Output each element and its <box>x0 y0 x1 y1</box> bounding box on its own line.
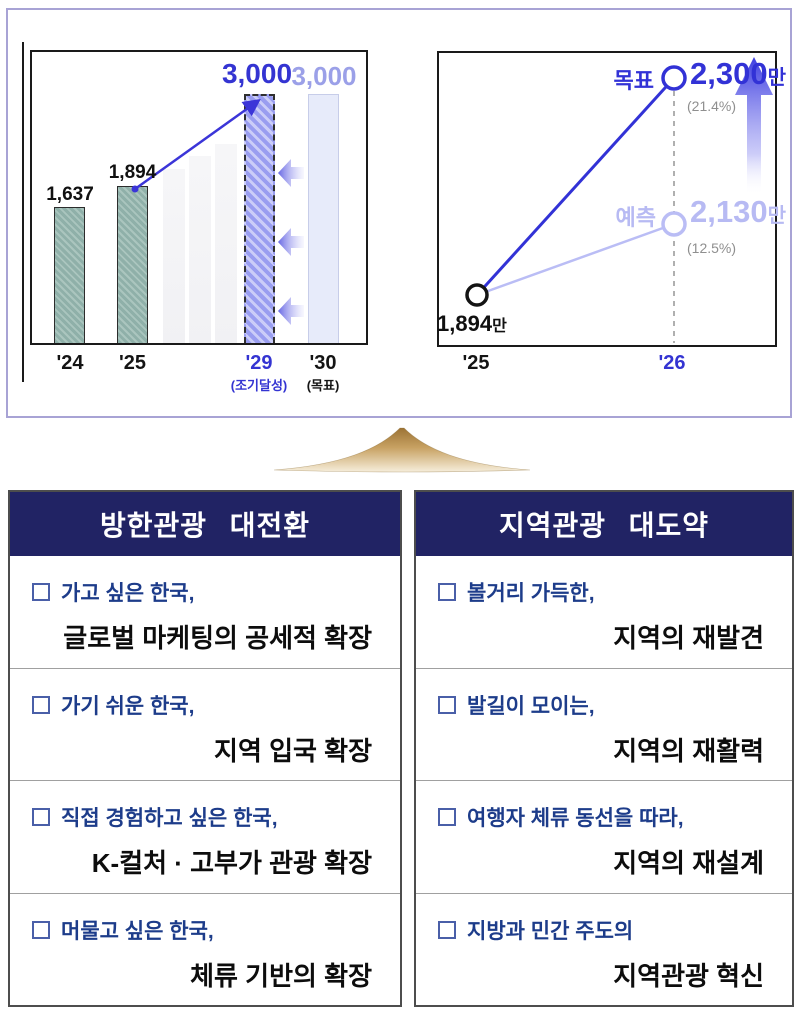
panel-row: 가기 쉬운 한국, 지역 입국 확장 <box>10 667 400 781</box>
row-subtitle: 지역의 재발견 <box>613 623 764 653</box>
bar-value-label-2030: 3,000 <box>291 61 357 91</box>
panel-regional-tourism: 지역관광 대도약 볼거리 가득한, 지역의 재발견 발길이 모이는, 지역의 재… <box>414 490 794 1007</box>
panel-regional-title: 지역관광 대도약 <box>416 492 792 556</box>
line-chart-canvas <box>465 57 773 343</box>
x-label-2025: '25 <box>118 352 146 374</box>
row-subtitle: 지역의 재활력 <box>613 735 764 766</box>
start-value-number: 1,894 <box>437 311 493 336</box>
row-title-text: 발길이 모이는, <box>467 694 595 718</box>
left-axis-line <box>22 42 24 382</box>
checkbox-icon <box>438 920 456 939</box>
panel-inbound-title: 방한관광 대전환 <box>10 492 400 556</box>
bar-value-label-2025: 1,894 <box>108 162 157 183</box>
target-series-label: 목표 <box>613 68 654 93</box>
row-subtitle: K-컬처 · 고부가 관광 확장 <box>91 848 372 878</box>
forecast-point <box>661 211 687 237</box>
panel-regional-body: 볼거리 가득한, 지역의 재발견 발길이 모이는, 지역의 재활력 여행자 체류… <box>416 556 792 1005</box>
x-label-2029: '29 <box>245 352 273 374</box>
row-subtitle: 지역 입국 확장 <box>214 735 372 766</box>
bar-ghost-2 <box>189 156 211 343</box>
row-title: 지방과 민간 주도의 <box>416 915 792 945</box>
panel-inbound-body: 가고 싶은 한국, 글로벌 마케팅의 공세적 확장 가기 쉬운 한국, 지역 입… <box>10 556 400 1005</box>
bar-2025 <box>117 186 148 343</box>
row-title: 볼거리 가득한, <box>416 577 792 607</box>
row-subtitle: 지역관광 혁신 <box>613 960 764 991</box>
left-arrow-icon <box>278 297 304 325</box>
checkbox-icon <box>438 695 456 714</box>
bar-value-label-2024: 1,637 <box>46 184 94 205</box>
x-label-right-2025: '25 <box>462 352 490 374</box>
checkbox-icon <box>438 808 456 826</box>
panel-row: 여행자 체류 동선을 따라, 지역의 재설계 <box>416 780 792 893</box>
row-title: 가기 쉬운 한국, <box>10 690 400 720</box>
x-note-2030: (목표) <box>306 378 340 393</box>
panel-row: 발길이 모이는, 지역의 재활력 <box>416 667 792 781</box>
row-title: 여행자 체류 동선을 따라, <box>416 802 792 832</box>
row-title-text: 가기 쉬운 한국, <box>61 694 195 718</box>
left-arrow-icon <box>278 228 304 256</box>
checkbox-icon <box>438 583 456 601</box>
checkbox-icon <box>32 808 50 826</box>
bar-chart <box>30 50 368 345</box>
panel-row: 직접 경험하고 싶은 한국, K-컬처 · 고부가 관광 확장 <box>10 780 400 893</box>
forecast-value-number: 2,130 <box>690 194 768 229</box>
row-title: 가고 싶은 한국, <box>10 577 400 607</box>
forecast-growth-pct: (12.5%) <box>687 240 737 256</box>
forecast-line <box>476 222 675 297</box>
forecast-value: 2,130만 <box>690 194 786 230</box>
row-subtitle: 지역의 재설계 <box>613 848 764 878</box>
target-value-number: 2,300 <box>690 56 768 91</box>
forecast-series-label: 예측 <box>615 205 656 230</box>
divider-up-arrow-icon <box>273 427 531 473</box>
x-note-2029: (조기달성) <box>230 378 288 393</box>
start-point <box>465 283 489 307</box>
target-value-unit: 만 <box>767 67 786 89</box>
start-value: 1,894만 <box>437 311 507 337</box>
target-growth-pct: (21.4%) <box>687 98 737 114</box>
target-point <box>661 65 687 91</box>
target-value: 2,300만 <box>690 56 786 92</box>
panel-row: 볼거리 가득한, 지역의 재발견 <box>416 556 792 668</box>
row-title: 머물고 싶은 한국, <box>10 915 400 945</box>
checkbox-icon <box>32 583 50 601</box>
line-chart <box>437 51 777 347</box>
bar-2024 <box>54 207 85 343</box>
x-label-2030: '30 <box>309 352 337 374</box>
checkbox-icon <box>32 920 50 939</box>
row-subtitle: 글로벌 마케팅의 공세적 확장 <box>63 623 372 653</box>
checkbox-icon <box>32 695 50 714</box>
panel-row: 지방과 민간 주도의 지역관광 혁신 <box>416 892 792 1006</box>
row-title-text: 가고 싶은 한국, <box>61 582 195 605</box>
left-arrow-icon <box>278 159 304 187</box>
bar-value-label-2029: 3,000 <box>221 58 293 89</box>
row-subtitle: 체류 기반의 확장 <box>190 960 372 991</box>
row-title-text: 지방과 민간 주도의 <box>467 919 634 943</box>
panel-row: 가고 싶은 한국, 글로벌 마케팅의 공세적 확장 <box>10 556 400 668</box>
trend-arrow <box>131 98 261 193</box>
row-title-text: 볼거리 가득한, <box>467 582 595 605</box>
row-title: 발길이 모이는, <box>416 690 792 720</box>
bar-2030 <box>308 94 339 343</box>
x-label-right-2026: '26 <box>658 352 686 374</box>
panel-inbound-tourism: 방한관광 대전환 가고 싶은 한국, 글로벌 마케팅의 공세적 확장 가기 쉬운… <box>8 490 402 1007</box>
row-title-text: 머물고 싶은 한국, <box>61 919 214 943</box>
bar-2029 <box>244 94 275 343</box>
trend-line <box>134 98 261 191</box>
row-title: 직접 경험하고 싶은 한국, <box>10 802 400 832</box>
start-value-unit: 만 <box>492 318 507 335</box>
growth-up-arrow-icon <box>735 57 773 195</box>
target-line <box>475 76 676 297</box>
forecast-value-unit: 만 <box>767 205 786 227</box>
row-title-text: 직접 경험하고 싶은 한국, <box>61 807 278 830</box>
row-title-text: 여행자 체류 동선을 따라, <box>467 807 684 830</box>
shift-arrows <box>278 159 304 325</box>
bar-ghost-1 <box>163 169 185 343</box>
bar-ghost-3 <box>215 144 237 343</box>
x-label-2024: '24 <box>56 352 84 374</box>
panel-row: 머물고 싶은 한국, 체류 기반의 확장 <box>10 892 400 1006</box>
